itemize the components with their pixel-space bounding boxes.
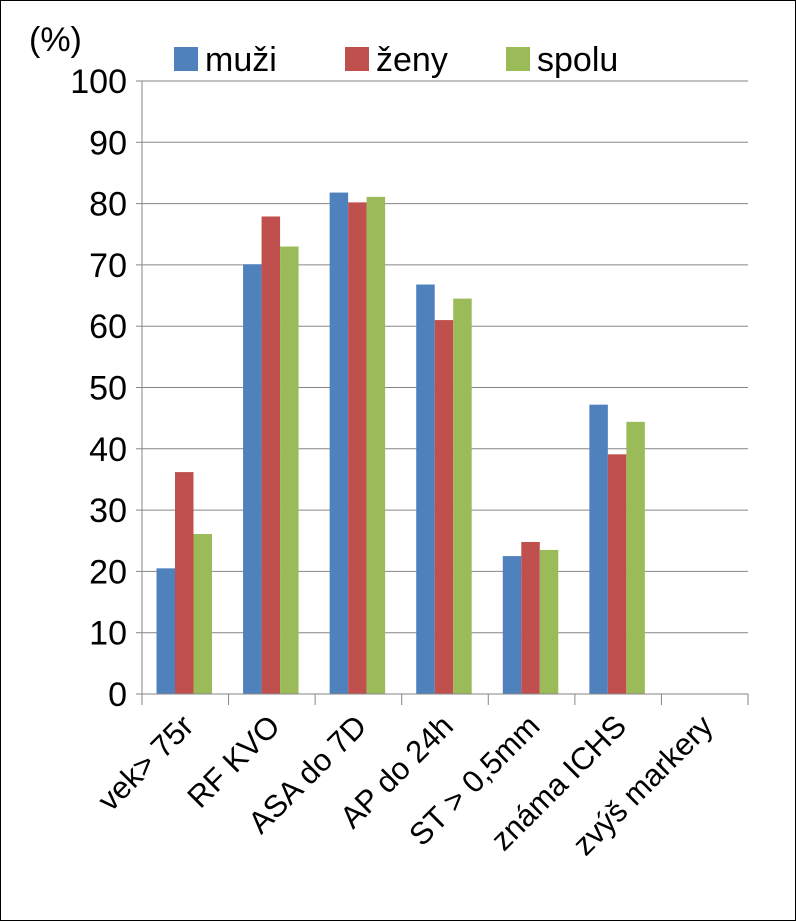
- y-tick-label: 60: [89, 308, 127, 346]
- bar: [521, 542, 540, 694]
- bar: [416, 285, 435, 694]
- bar: [330, 193, 349, 694]
- bars: [157, 193, 645, 694]
- legend-label: ženy: [376, 41, 448, 79]
- bar: [348, 202, 367, 694]
- y-tick-label: 100: [70, 63, 127, 101]
- y-tick-label: 70: [89, 247, 127, 285]
- bar: [194, 534, 213, 694]
- y-tick-label: 30: [89, 492, 127, 530]
- legend-label: muži: [205, 41, 277, 79]
- bar: [626, 422, 645, 694]
- legend-label: spolu: [537, 41, 618, 79]
- legend-swatch: [345, 47, 369, 71]
- y-tick-label: 20: [89, 553, 127, 591]
- legend-swatch: [506, 47, 530, 71]
- y-tick-label: 10: [89, 615, 127, 653]
- legend: muži ženy spolu: [174, 41, 618, 79]
- bar: [589, 405, 608, 694]
- y-tick-label: 80: [89, 186, 127, 224]
- bar: [608, 454, 627, 694]
- y-tick-label: 50: [89, 370, 127, 408]
- y-unit-label: (%): [29, 21, 82, 59]
- bar: [280, 247, 299, 694]
- bar: [175, 472, 194, 694]
- x-tick-label: vek> 75r: [91, 708, 200, 817]
- y-tick-label: 40: [89, 431, 127, 469]
- y-tick-label: 90: [89, 124, 127, 162]
- bar: [262, 216, 281, 694]
- bar: [157, 568, 176, 694]
- bar: [367, 197, 386, 694]
- bar: [540, 550, 559, 694]
- bar: [453, 299, 472, 694]
- bar: [435, 320, 454, 694]
- bar: [243, 264, 261, 694]
- y-tick-labels: 0 10 20 30 40 50 60 70 80 90 100: [70, 63, 127, 714]
- bar: [503, 556, 522, 694]
- legend-swatch: [174, 47, 198, 71]
- y-tick-label: 0: [108, 676, 127, 714]
